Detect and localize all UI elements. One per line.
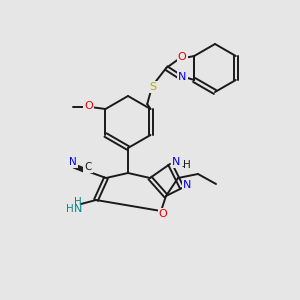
Text: H: H [183, 160, 191, 170]
Text: N: N [172, 157, 180, 167]
Text: O: O [178, 52, 187, 62]
Text: N: N [183, 180, 191, 190]
Text: -: - [181, 161, 185, 171]
Text: H: H [74, 197, 82, 207]
Text: C: C [84, 162, 92, 172]
Text: O: O [84, 101, 93, 111]
Text: S: S [150, 82, 157, 92]
Text: N: N [69, 157, 77, 167]
Text: N: N [178, 72, 186, 82]
Text: N: N [74, 204, 82, 214]
Text: H: H [66, 204, 74, 214]
Text: O: O [159, 209, 167, 219]
